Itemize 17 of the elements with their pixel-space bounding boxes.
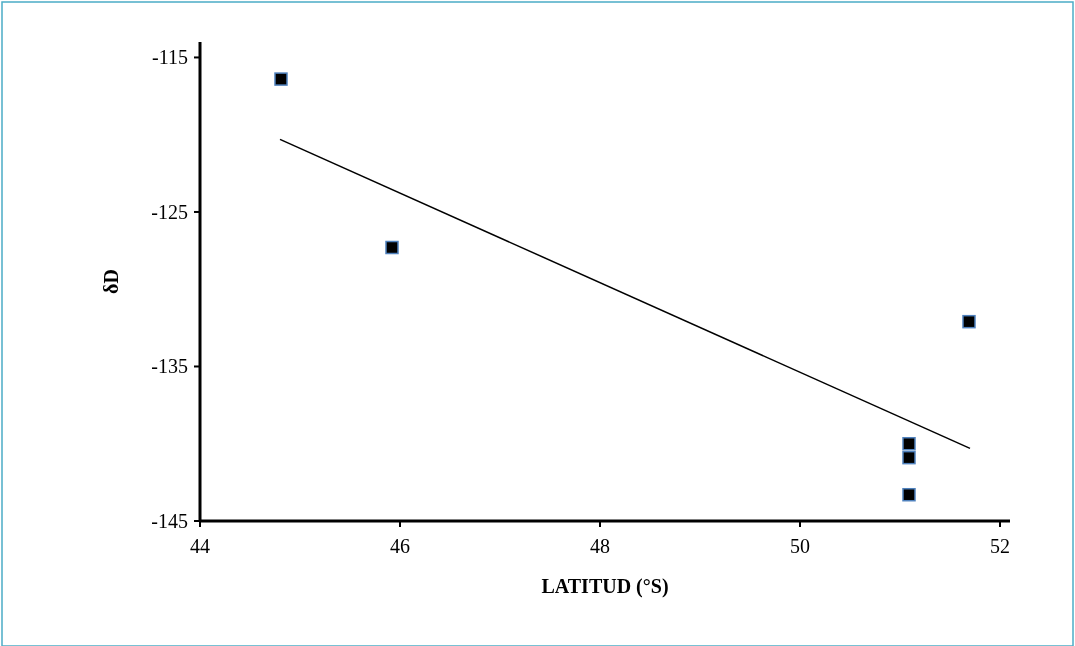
x-tick-label: 50 xyxy=(790,535,810,557)
point xyxy=(385,240,399,255)
point xyxy=(902,436,916,451)
x-tick-label: 44 xyxy=(190,535,210,557)
x-axis-title: LATITUD (°S) xyxy=(541,575,669,598)
y-tick-label: -135 xyxy=(151,355,188,378)
y-tick-label: -145 xyxy=(151,510,188,532)
x-tick-label: 46 xyxy=(390,535,410,557)
y-tick-label: -125 xyxy=(151,200,188,223)
x-tick-label: 52 xyxy=(990,535,1010,557)
y-tick-label: -115 xyxy=(152,46,188,69)
point xyxy=(274,72,288,86)
point xyxy=(962,314,976,329)
y-axis-title: δD xyxy=(100,269,122,294)
point xyxy=(902,487,916,502)
point xyxy=(902,450,916,465)
x-tick-label: 48 xyxy=(590,535,610,557)
